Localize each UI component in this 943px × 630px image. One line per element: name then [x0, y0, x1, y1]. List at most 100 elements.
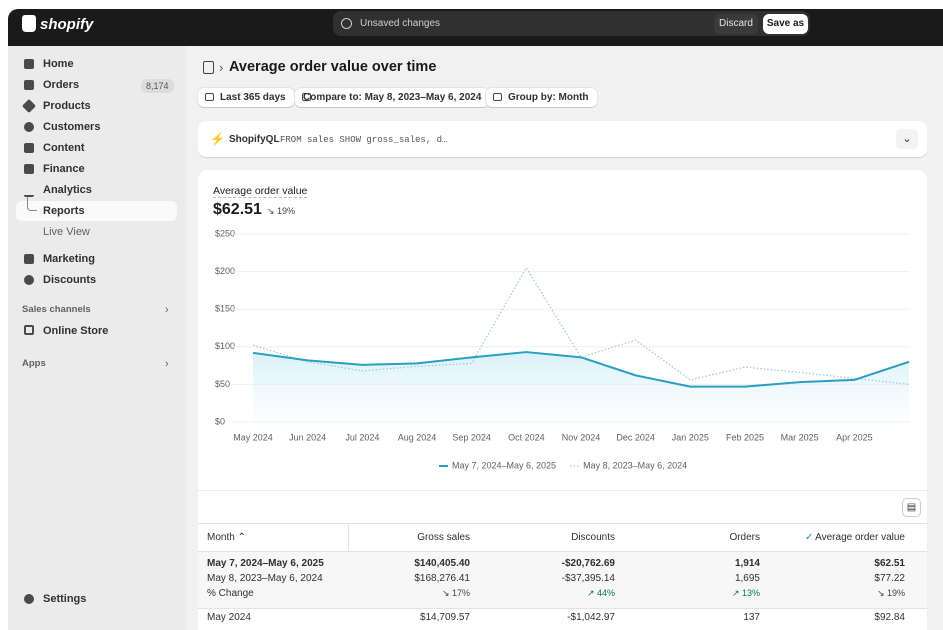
table-cell: -$20,762.69	[561, 558, 615, 569]
table-cell: May 8, 2023–May 6, 2024	[207, 573, 323, 584]
icon	[24, 185, 34, 197]
x-tick-label: Apr 2025	[836, 432, 873, 442]
icon	[24, 254, 34, 264]
logo-icon	[22, 15, 36, 32]
table-cell: $92.84	[874, 612, 905, 623]
table-cell: $14,709.57	[419, 612, 470, 623]
query-bar[interactable]	[198, 121, 927, 157]
x-tick-label: Dec 2024	[616, 432, 655, 442]
table-cell: ↗ 44%	[586, 588, 615, 598]
table-cell: ↘ 19%	[876, 588, 905, 598]
y-tick-label: $200	[215, 266, 235, 276]
save-button[interactable]: Save as	[763, 14, 808, 34]
icon	[24, 59, 34, 69]
nav-item[interactable]: Products	[43, 100, 91, 112]
column-header[interactable]: Month ⌃	[207, 532, 246, 543]
check-icon: ✓	[805, 532, 814, 543]
area	[253, 352, 909, 422]
x-tick-label: Mar 2025	[781, 432, 819, 442]
nav-item[interactable]: Customers	[43, 121, 101, 133]
nav-item[interactable]: Finance	[43, 163, 85, 175]
table-cell: $77.22	[874, 573, 905, 584]
group-button[interactable]: Group by: Month	[486, 88, 597, 107]
line	[252, 267, 910, 385]
nav-item[interactable]: Orders	[43, 79, 80, 91]
range-button[interactable]: Last 365 days	[198, 88, 294, 107]
x-tick-label: Sep 2024	[452, 432, 491, 442]
icon	[24, 143, 34, 153]
column-header[interactable]: Average order value	[815, 532, 905, 543]
y-tick-label: $50	[215, 379, 230, 389]
section-label[interactable]: Sales channels	[22, 304, 91, 315]
icon	[24, 122, 34, 132]
query-code: FROM sales SHOW gross_sales, d…	[280, 135, 448, 145]
logo: shopify	[40, 16, 94, 33]
expand-button[interactable]: ⌄	[896, 129, 918, 149]
divider	[198, 523, 927, 524]
table-cell: 137	[743, 612, 760, 623]
y-tick-label: $100	[215, 341, 235, 351]
table-cell: 1,695	[734, 573, 760, 584]
table-cell: ↗ 13%	[731, 588, 760, 598]
nav-item[interactable]: Online Store	[43, 325, 109, 337]
column-header[interactable]: Discounts	[571, 532, 615, 543]
summary-block	[198, 551, 927, 609]
header-text: Month	[207, 532, 235, 543]
table-cell: May 7, 2024–May 6, 2025	[207, 558, 324, 569]
nav-item[interactable]: Analytics	[43, 184, 92, 196]
table-toggle[interactable]: ▤	[902, 498, 921, 517]
x-tick-label: Jul 2024	[345, 432, 379, 442]
divider	[198, 490, 927, 491]
query-icon: ⚡	[210, 132, 225, 146]
table-cell: May 2024	[207, 612, 251, 623]
chevron: ›	[165, 304, 169, 316]
nav-item[interactable]: Live View	[43, 226, 90, 238]
y-tick-label: $0	[215, 416, 225, 426]
nav-item[interactable]: Discounts	[43, 274, 97, 286]
y-tick-label: $250	[215, 228, 235, 238]
column-header[interactable]: Gross sales	[417, 532, 470, 543]
icon	[24, 325, 34, 335]
legend-label: May 7, 2024–May 6, 2025	[452, 460, 556, 470]
nav-item[interactable]: Settings	[43, 593, 87, 605]
table-cell: ↘ 17%	[441, 588, 470, 598]
section-label[interactable]: Apps	[22, 358, 46, 369]
icon	[24, 275, 34, 285]
nav-selected	[16, 201, 177, 221]
unsaved-text: Unsaved changes	[360, 18, 441, 29]
line	[252, 351, 910, 388]
x-tick-label: Aug 2024	[398, 432, 437, 442]
chevron: ›	[165, 358, 169, 370]
table-cell: $62.51	[874, 558, 905, 569]
nav-item[interactable]: Reports	[43, 205, 85, 217]
table-cell: $168,276.41	[414, 573, 470, 584]
breadcrumb-sep: ›	[219, 60, 224, 75]
breadcrumb-icon[interactable]	[203, 61, 214, 74]
compare-button[interactable]: Compare to: May 8, 2023–May 6, 2024	[295, 88, 490, 107]
sidebar	[8, 46, 186, 630]
discard-button[interactable]: Discard	[714, 14, 758, 34]
nav-item[interactable]: Home	[43, 58, 74, 70]
headline-value: $62.51	[213, 201, 262, 218]
x-tick-label: Oct 2024	[508, 432, 545, 442]
y-tick-label: $150	[215, 304, 235, 314]
chart-title: Average order value	[213, 185, 308, 198]
nav-tree	[27, 196, 37, 211]
x-tick-label: Nov 2024	[562, 432, 601, 442]
column-header[interactable]: Orders	[729, 532, 760, 543]
nav-item[interactable]: Content	[43, 142, 85, 154]
table-cell: 1,914	[734, 558, 760, 569]
table-cell: -$1,042.97	[567, 612, 615, 623]
x-tick-label: Jan 2025	[672, 432, 709, 442]
table-cell: -$37,395.14	[561, 573, 615, 584]
x-tick-label: Jun 2024	[289, 432, 326, 442]
icon	[24, 594, 34, 604]
nav-item[interactable]: Marketing	[43, 253, 95, 265]
query-label: ShopifyQL	[229, 134, 280, 145]
table-cell: $140,405.40	[414, 558, 470, 569]
x-tick-label: Feb 2025	[726, 432, 764, 442]
icon	[24, 164, 34, 174]
table-cell: % Change	[207, 588, 254, 599]
